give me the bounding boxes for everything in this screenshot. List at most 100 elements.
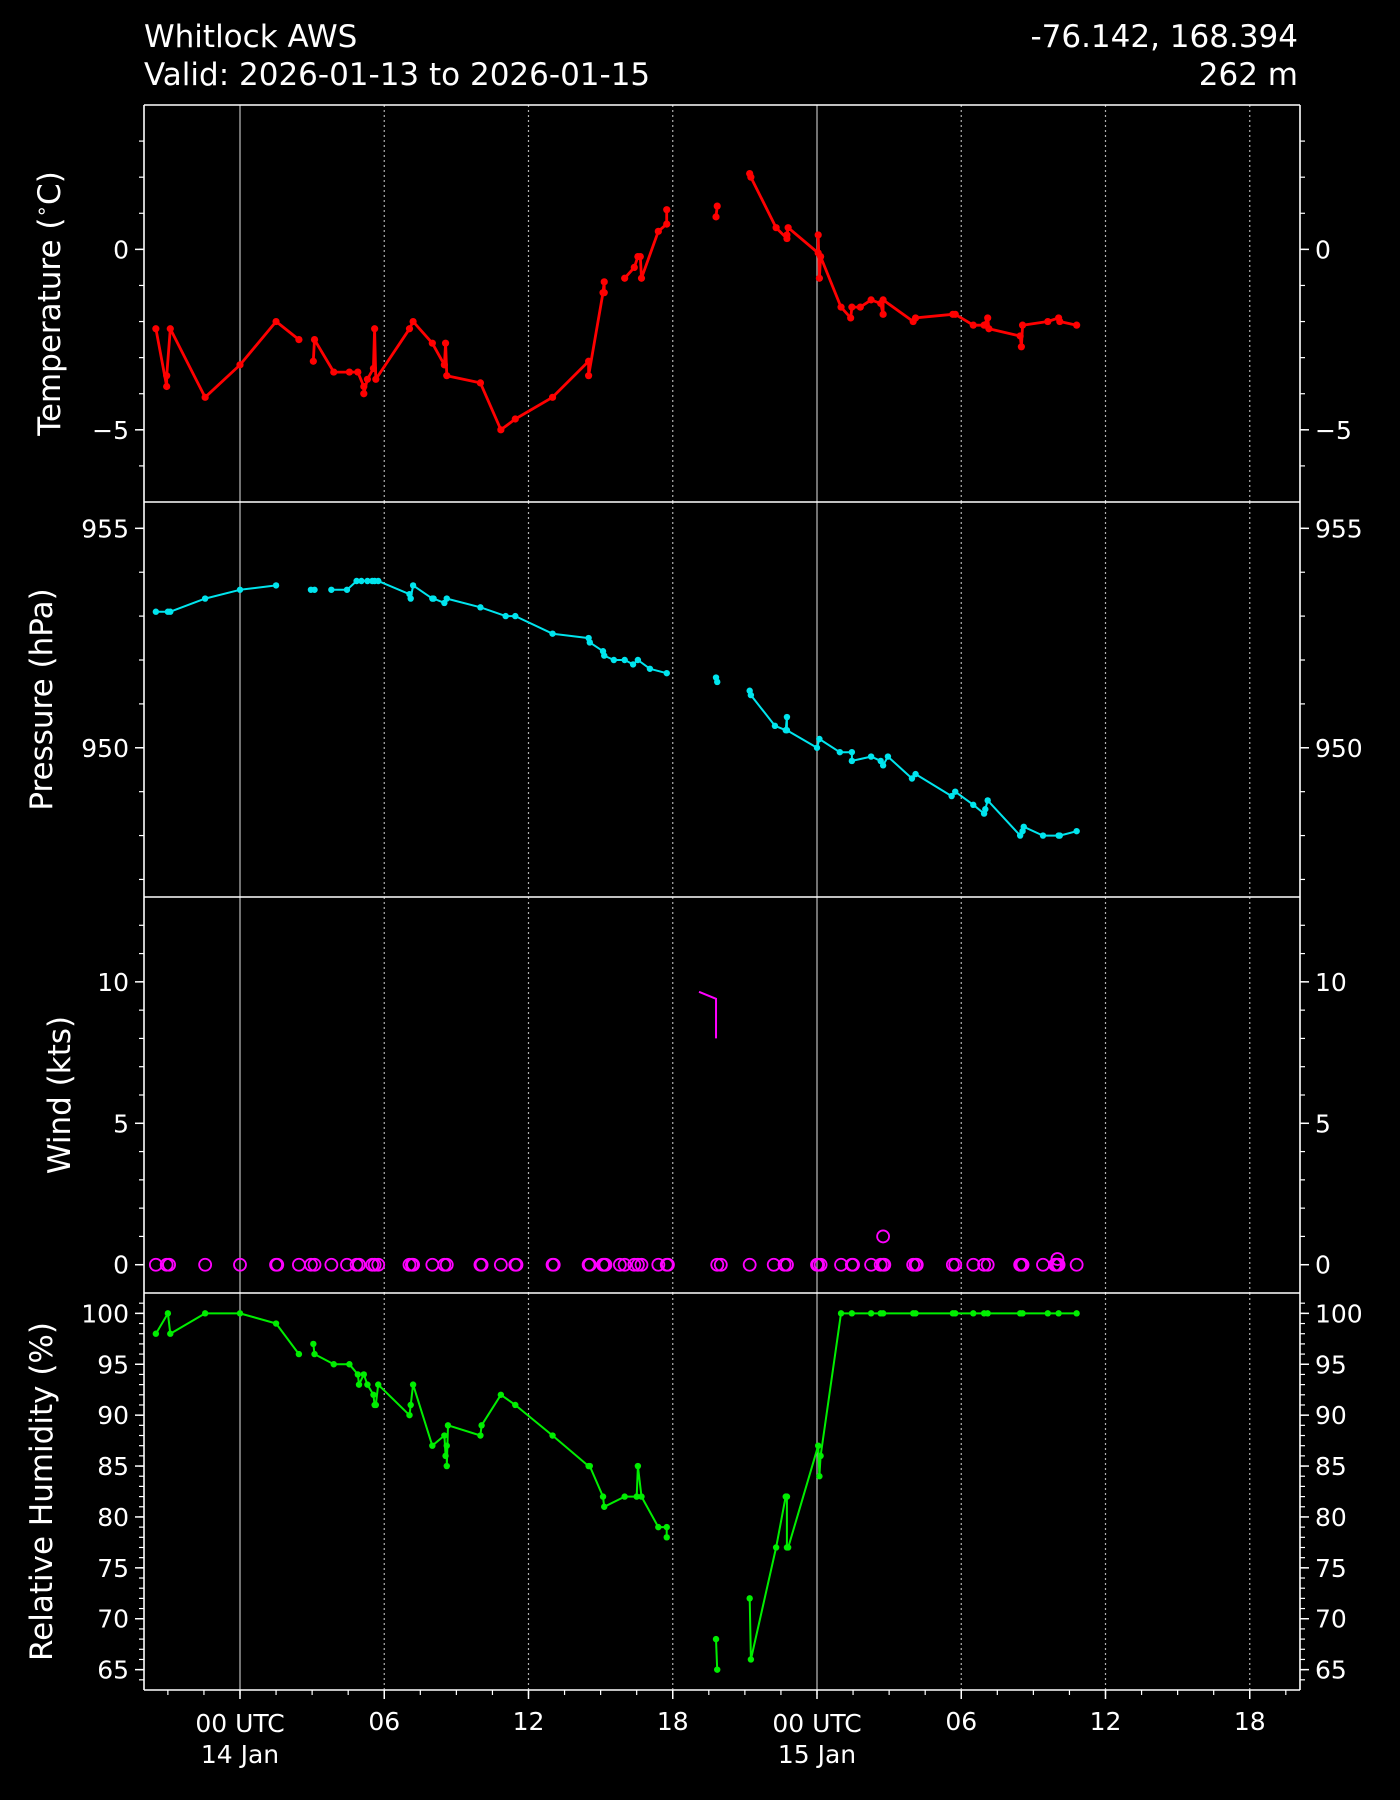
data-point (272, 1320, 280, 1327)
data-point (663, 206, 671, 214)
data-point (714, 678, 721, 686)
y-tick-label-left: 5 (113, 1109, 129, 1138)
station-coords: -76.142, 168.394 (1030, 19, 1298, 55)
calm-wind-marker (307, 1257, 322, 1272)
calm-wind-marker (474, 1257, 489, 1272)
data-point (478, 1422, 485, 1429)
data-point (407, 1401, 414, 1409)
data-point (330, 368, 338, 376)
data-point (951, 310, 959, 318)
calm-wind-marker (371, 1257, 386, 1272)
calm-wind-marker (766, 1257, 781, 1272)
calm-wind-marker (846, 1257, 860, 1272)
data-point (585, 357, 593, 365)
x-tick-label: 12 (513, 1707, 545, 1736)
data-point (476, 379, 485, 387)
wind-marker (1050, 1252, 1065, 1266)
data-point (714, 1666, 721, 1673)
data-point (646, 665, 654, 672)
data-point (633, 1493, 640, 1500)
calm-wind-marker (367, 1257, 382, 1272)
data-point (163, 382, 171, 391)
station-elevation: 262 m (1198, 57, 1298, 93)
data-point (443, 1442, 450, 1449)
calm-wind-marker (162, 1257, 176, 1272)
calm-wind-marker (1051, 1257, 1066, 1272)
data-point (984, 797, 991, 804)
calm-wind-marker (742, 1257, 757, 1272)
data-point (343, 586, 351, 593)
calm-wind-marker (598, 1257, 613, 1272)
data-point (502, 612, 509, 620)
data-point (952, 788, 959, 795)
data-point (1016, 332, 1024, 340)
data-point (443, 595, 450, 602)
data-point (477, 604, 484, 611)
data-point (428, 339, 436, 347)
data-point (638, 1493, 645, 1500)
data-point (201, 393, 209, 401)
data-point (663, 669, 670, 677)
y-tick-label-left: 0 (113, 1251, 129, 1280)
data-point (372, 375, 380, 383)
data-point (970, 801, 977, 809)
y-tick-label-right: 100 (1315, 1299, 1363, 1328)
calm-wind-marker (148, 1257, 163, 1272)
panel-1: 950 950 955 955 Pressure (hPa) (24, 501, 1363, 897)
calm-wind-marker (651, 1257, 666, 1272)
calm-wind-marker (980, 1257, 995, 1272)
data-point (867, 296, 875, 304)
panel-3: 65 65 70 70 75 75 80 80 85 85 90 90 95 95 100 100 Relati… (24, 1292, 1363, 1690)
y-tick-label-right: 65 (1315, 1656, 1347, 1685)
data-point (655, 1523, 662, 1531)
series-line (715, 1639, 719, 1670)
data-point (663, 1534, 670, 1541)
data-point (236, 586, 244, 593)
data-point (354, 1371, 362, 1378)
data-point (815, 1442, 822, 1449)
data-point (814, 231, 822, 239)
data-point (441, 1432, 448, 1439)
data-point (311, 1350, 318, 1358)
data-point (549, 630, 556, 637)
data-point (497, 1391, 505, 1398)
calm-wind-marker (710, 1257, 725, 1272)
calm-wind-marker (509, 1257, 524, 1272)
calm-wind-marker (546, 1257, 561, 1272)
data-point (430, 595, 437, 602)
y-tick-label-left: 80 (97, 1503, 129, 1532)
series-line (311, 280, 606, 432)
data-point (634, 656, 642, 664)
data-point (948, 792, 955, 800)
data-point (984, 314, 992, 322)
data-point (311, 586, 318, 593)
data-point (1020, 823, 1027, 830)
data-point (272, 317, 280, 326)
wind-marker (876, 1229, 891, 1244)
y-tick-label-left: 85 (97, 1452, 129, 1481)
data-point (817, 1452, 824, 1460)
data-point (848, 1310, 856, 1317)
data-point (663, 1523, 670, 1531)
x-tick-label-date: 14 Jan (201, 1740, 279, 1769)
data-point (201, 595, 209, 602)
panel-0: −5 −5 0 0 Temperature (∘C) (29, 104, 1352, 502)
series-line (748, 690, 1077, 837)
data-point (867, 1310, 875, 1317)
data-point (884, 753, 892, 760)
data-point (409, 317, 417, 326)
data-point (328, 586, 335, 593)
calm-wind-marker (1036, 1257, 1050, 1272)
calm-wind-marker (270, 1257, 285, 1272)
data-point (654, 227, 662, 235)
data-point (747, 1656, 755, 1663)
wind-barb (698, 990, 718, 1039)
x-tick-label: 06 (945, 1707, 977, 1736)
series-line (155, 584, 277, 613)
calm-wind-marker (582, 1257, 597, 1272)
data-point (813, 744, 821, 751)
calm-wind-marker (493, 1257, 508, 1272)
calm-wind-marker (627, 1257, 642, 1272)
y-tick-label-left: 955 (81, 514, 129, 543)
data-point (621, 1493, 628, 1500)
